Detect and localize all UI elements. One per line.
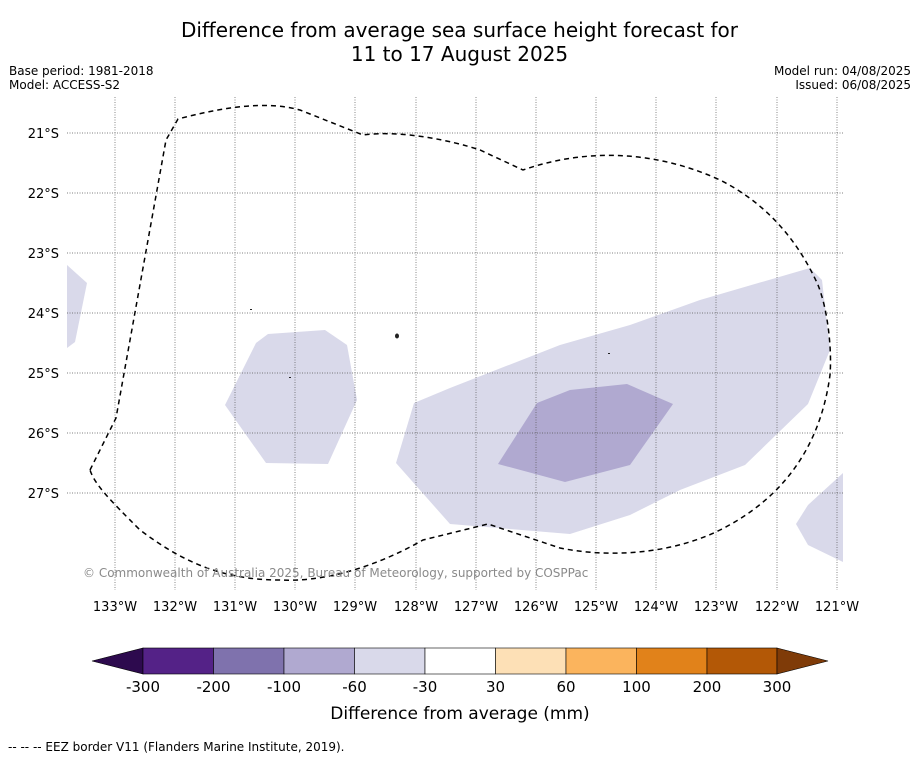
lat-label: 26°S: [28, 427, 59, 442]
island: [395, 333, 399, 339]
model-name: Model: ACCESS-S2: [9, 78, 121, 92]
anomaly-region-southeast: [796, 473, 843, 562]
colorbar-tick: 60: [556, 678, 575, 696]
colorbar-swatch: [706, 647, 778, 675]
anomaly-region-west: [225, 330, 357, 464]
anomaly-region-far-west: [67, 265, 87, 348]
lat-label: 23°S: [28, 247, 59, 262]
colorbar-swatch: [636, 647, 708, 675]
lon-label: 123°W: [694, 600, 738, 615]
lon-gridlines: [114, 97, 838, 590]
eez-border: [89, 104, 832, 581]
colorbar-swatch: [424, 647, 496, 675]
anomaly-fields: [67, 265, 843, 562]
island: [608, 353, 610, 354]
lon-label: 132°W: [153, 600, 197, 615]
anomaly-region-core: [498, 384, 673, 482]
title-line-2: 11 to 17 August 2025: [350, 42, 569, 66]
colorbar-tick: 100: [622, 678, 651, 696]
islands: [250, 309, 610, 378]
island: [250, 309, 252, 310]
lat-label: 27°S: [28, 487, 59, 502]
colorbar-label: Difference from average (mm): [330, 704, 589, 724]
colorbar-extend-high: [776, 647, 829, 675]
lon-label: 129°W: [333, 600, 377, 615]
lat-label: 24°S: [28, 307, 59, 322]
lon-label: 125°W: [574, 600, 618, 615]
lon-label: 124°W: [634, 600, 678, 615]
colorbar-swatch: [565, 647, 637, 675]
meta-left: Base period: 1981-2018 Model: ACCESS-S2: [9, 64, 154, 92]
colorbar-tick: -100: [267, 678, 301, 696]
lon-labels: 133°W 132°W 131°W 130°W 129°W 128°W 127°…: [93, 600, 859, 615]
colorbar-tick: 200: [693, 678, 722, 696]
copyright-note: © Commonwealth of Australia 2025, Bureau…: [83, 566, 588, 580]
lon-label: 127°W: [454, 600, 498, 615]
colorbar-ticks: -300 -200 -100 -60 -30 30 60 100 200 300: [126, 678, 791, 696]
colorbar-tick: -60: [342, 678, 367, 696]
issued-date: Issued: 06/08/2025: [795, 78, 911, 92]
colorbar-tick: -30: [413, 678, 438, 696]
lon-label: 133°W: [93, 600, 137, 615]
lon-label: 122°W: [755, 600, 799, 615]
title-line-1: Difference from average sea surface heig…: [180, 18, 739, 42]
lat-label: 22°S: [28, 187, 59, 202]
colorbar-swatch: [283, 647, 355, 675]
colorbar-tick: -200: [196, 678, 230, 696]
lat-label: 25°S: [28, 367, 59, 382]
colorbar-tick: 300: [763, 678, 792, 696]
lat-label: 21°S: [28, 127, 59, 142]
base-period: Base period: 1981-2018: [9, 64, 154, 78]
colorbar-swatch: [213, 647, 285, 675]
lon-label: 126°W: [514, 600, 558, 615]
colorbar-swatch: [142, 647, 214, 675]
colorbar-tick: -300: [126, 678, 160, 696]
meta-right: Model run: 04/08/2025 Issued: 06/08/2025: [774, 64, 911, 92]
map-title: Difference from average sea surface heig…: [0, 18, 919, 66]
colorbar: [91, 647, 829, 675]
eez-legend-note: -- -- -- EEZ border V11 (Flanders Marine…: [8, 740, 345, 754]
lon-label: 131°W: [213, 600, 257, 615]
colorbar-extend-low: [91, 647, 144, 675]
lat-gridlines: [67, 132, 843, 494]
model-run: Model run: 04/08/2025: [773, 64, 911, 78]
island: [289, 377, 291, 378]
lon-label: 130°W: [273, 600, 317, 615]
lat-labels: 21°S 22°S 23°S 24°S 25°S 26°S 27°S: [28, 127, 59, 502]
colorbar-tick: 30: [486, 678, 505, 696]
lon-label: 128°W: [394, 600, 438, 615]
colorbar-swatch: [495, 647, 567, 675]
colorbar-swatch: [354, 647, 426, 675]
lon-label: 121°W: [815, 600, 859, 615]
